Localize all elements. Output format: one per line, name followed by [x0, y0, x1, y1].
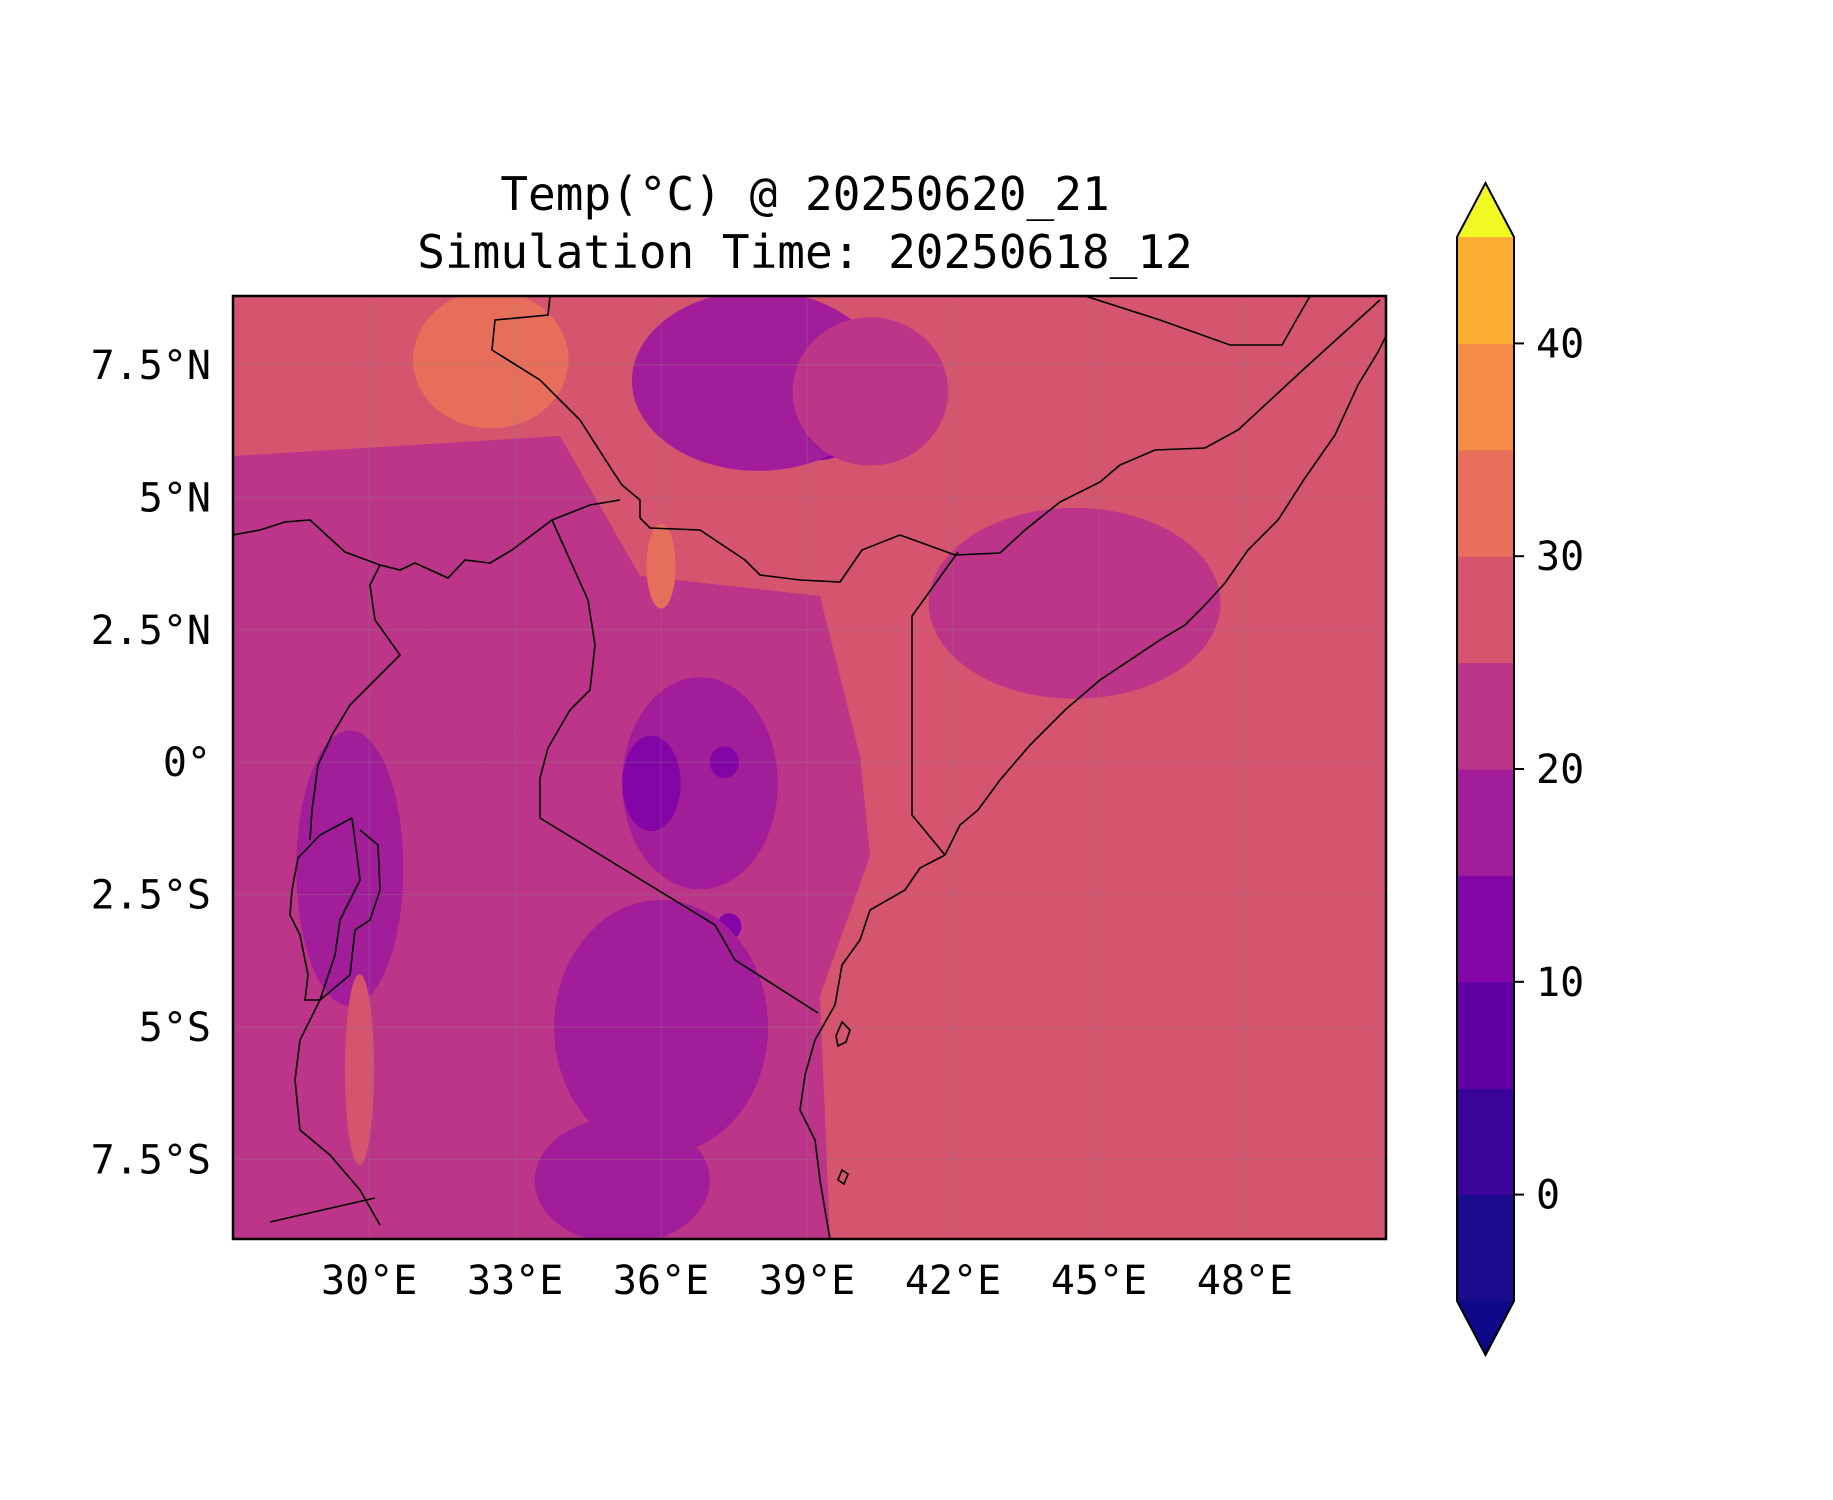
colorbar-segment [1457, 875, 1514, 983]
colorbar-segment [1457, 556, 1514, 664]
y-tick-label: 7.5°S [91, 1138, 211, 1184]
border-kenya-tanzania [539, 817, 819, 1014]
y-tick-label: 2.5°N [91, 608, 211, 654]
map-frame [231, 294, 1388, 1241]
x-tick-label: 36°E [613, 1258, 709, 1304]
colorbar-segment [1457, 237, 1514, 344]
contour-region-lake-tanganyika-warm [344, 974, 375, 1165]
coastline-east-africa [944, 335, 1386, 856]
y-tick-label: 0° [163, 740, 211, 786]
contour-region-somalia-inland-band [928, 507, 1221, 699]
mafia-island [837, 1168, 849, 1186]
border-tanzania-mozambique [269, 1197, 376, 1223]
colorbar-segment [1457, 1088, 1514, 1196]
border-kenya-ethiopia [639, 481, 1101, 583]
contour-region-kenya-highlands-b [622, 735, 681, 832]
contour-region-tanzania-central [554, 900, 769, 1155]
colorbar-tick-label: 20 [1536, 747, 1584, 793]
x-tick-label: 39°E [759, 1258, 855, 1304]
x-tick-label: 45°E [1051, 1258, 1147, 1304]
colorbar-segment [1457, 662, 1514, 770]
border-kenya-somalia [911, 551, 959, 856]
map-gridlines [233, 296, 1386, 1239]
colorbar-tick-label: 40 [1536, 321, 1584, 367]
y-tick-label: 5°S [139, 1005, 211, 1051]
figure-title-line2: Simulation Time: 20250618_12 [417, 225, 1193, 279]
colorbar-outline [1456, 180, 1515, 1358]
y-tick-label: 5°N [139, 475, 211, 521]
colorbar-segment [1457, 1194, 1514, 1302]
border-ethiopia-somalia [1099, 299, 1381, 483]
border-somaliland-top [1084, 296, 1311, 346]
border-rwanda-burundi [289, 817, 381, 1001]
border-uganda-kenya [539, 519, 596, 818]
colorbar-segment [1457, 769, 1514, 876]
border-south-sudan-ethiopia [491, 296, 641, 518]
colorbar-segment [1457, 449, 1514, 557]
x-tick-label: 48°E [1197, 1258, 1293, 1304]
figure-title-line1: Temp(°C) @ 20250620_21 [500, 167, 1110, 221]
contour-region-uganda-lake-region [417, 597, 593, 736]
colorbar-extend-bottom [1457, 1301, 1514, 1355]
x-tick-label: 33°E [467, 1258, 563, 1304]
contour-region-lake-victoria [452, 751, 579, 879]
contour-region-south-sudan-hot [413, 296, 569, 429]
x-axis: 30°E 33°E 36°E 39°E 42°E 45°E 48°E [321, 1258, 1293, 1304]
x-tick-label: 42°E [905, 1258, 1001, 1304]
y-tick-label: 2.5°S [91, 873, 211, 919]
map-contour-fill [233, 296, 1386, 1239]
border-uganda-drc [309, 564, 402, 841]
y-tick-label: 7.5°N [91, 343, 211, 389]
border-uganda-south-sudan [233, 499, 621, 579]
colorbar-tick-label: 30 [1536, 534, 1584, 580]
country-borders [233, 296, 1386, 1239]
contour-region-tanzania-south [534, 1117, 710, 1239]
colorbar-extend-top [1457, 183, 1514, 237]
border-tanzania-west [294, 817, 381, 1226]
contour-region-rwanda-burundi [296, 730, 404, 1006]
colorbar-segment [1457, 343, 1514, 451]
coastline-tanzania [799, 854, 946, 1239]
colorbar-segment [1457, 981, 1514, 1089]
contour-region-kenya-highlands-a [622, 677, 778, 890]
colorbar-tick-label: 10 [1536, 960, 1584, 1006]
y-axis: 7.5°N 5°N 2.5°N 0° 2.5°S 5°S 7.5°S [91, 343, 211, 1184]
contour-region-mt-kenya [709, 746, 740, 779]
zanzibar-island [835, 1020, 851, 1048]
colorbar-tick-label: 0 [1536, 1173, 1560, 1219]
x-tick-label: 30°E [321, 1258, 417, 1304]
contour-region-turkana-hot [646, 523, 676, 609]
contour-region-ethiopia-east-hills [792, 317, 949, 466]
colorbar: 0 10 20 30 40 [1456, 180, 1584, 1358]
